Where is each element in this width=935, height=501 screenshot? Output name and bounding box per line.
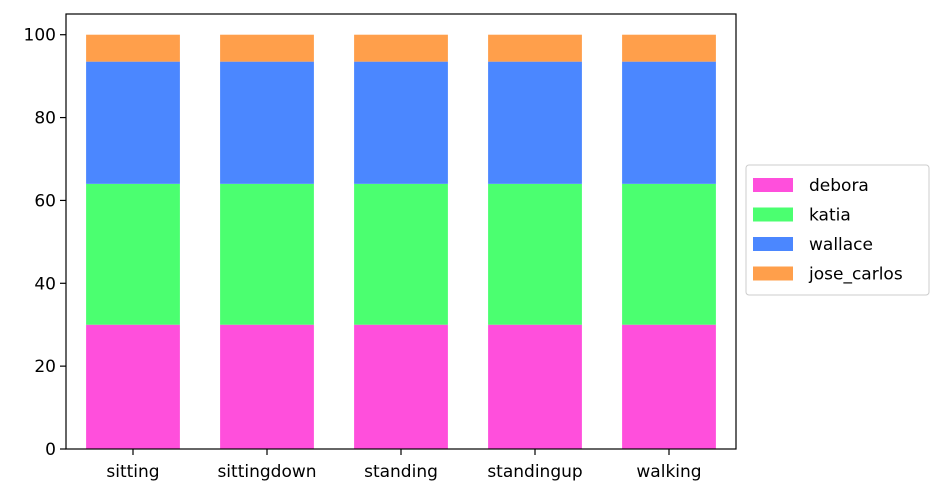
legend: debora katia wallace jose_carlos xyxy=(745,164,930,296)
bar-debora-sitting xyxy=(86,324,180,449)
bar-jose_carlos-standingup xyxy=(488,34,582,62)
bar-debora-standing xyxy=(354,324,448,449)
y-tick-label: 80 xyxy=(34,109,56,129)
bar-jose_carlos-sittingdown xyxy=(220,34,314,62)
legend-swatch-wallace xyxy=(753,237,793,251)
x-tick-label-sitting: sitting xyxy=(106,462,159,482)
y-tick-label: 100 xyxy=(24,26,56,46)
bar-wallace-sitting xyxy=(86,61,180,184)
bar-katia-sitting xyxy=(86,183,180,325)
x-tick-label-standing: standing xyxy=(364,462,438,482)
bar-debora-standingup xyxy=(488,324,582,449)
y-tick-label: 40 xyxy=(34,274,56,294)
y-tick-label: 60 xyxy=(34,191,56,211)
bar-wallace-standing xyxy=(354,61,448,184)
legend-label-jose_carlos: jose_carlos xyxy=(808,265,903,285)
legend-label-katia: katia xyxy=(809,206,851,226)
x-tick-label-walking: walking xyxy=(636,462,701,482)
y-tick-label: 20 xyxy=(34,357,56,377)
bar-wallace-walking xyxy=(622,61,716,184)
bar-katia-standing xyxy=(354,183,448,325)
bar-katia-standingup xyxy=(488,183,582,325)
legend-swatch-katia xyxy=(753,207,793,222)
bar-jose_carlos-standing xyxy=(354,34,448,62)
legend-box xyxy=(745,164,930,296)
legend-label-debora: debora xyxy=(809,176,869,196)
legend-swatch-debora xyxy=(753,178,793,192)
bar-jose_carlos-sitting xyxy=(86,34,180,62)
x-tick-label-sittingdown: sittingdown xyxy=(217,462,316,482)
bar-jose_carlos-walking xyxy=(622,34,716,62)
bar-wallace-sittingdown xyxy=(220,61,314,184)
bar-debora-sittingdown xyxy=(220,324,314,449)
legend-label-wallace: wallace xyxy=(809,235,873,255)
bar-katia-walking xyxy=(622,183,716,325)
bar-debora-walking xyxy=(622,324,716,449)
bars-layer xyxy=(86,34,716,449)
bar-katia-sittingdown xyxy=(220,183,314,325)
legend-swatch-jose_carlos xyxy=(753,266,793,281)
axes-layer: 0 20 40 60 80 100 sitting sittingdown standing st… xyxy=(24,13,737,482)
x-tick-label-standingup: standingup xyxy=(487,462,582,482)
bar-wallace-standingup xyxy=(488,61,582,184)
y-tick-label: 0 xyxy=(45,440,56,460)
